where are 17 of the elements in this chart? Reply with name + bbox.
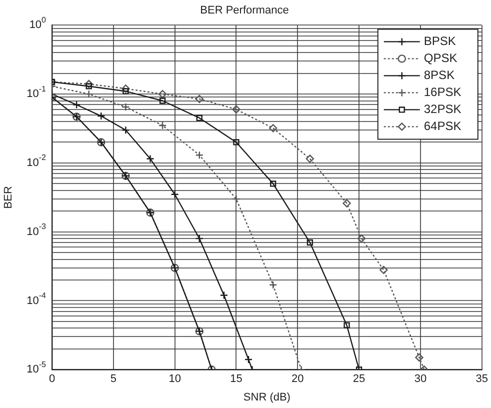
x-tick-label: 0 xyxy=(48,373,56,386)
x-tick-label: 35 xyxy=(476,373,488,386)
legend-label: 16PSK xyxy=(424,85,462,100)
x-tick-label: 20 xyxy=(292,373,304,386)
chart-title: BER Performance xyxy=(200,4,289,17)
y-axis-title: BER xyxy=(2,186,15,209)
x-tick-label: 5 xyxy=(110,373,116,386)
legend-label: 8PSK xyxy=(424,68,455,82)
x-tick-label: 30 xyxy=(414,373,427,386)
legend-label: BPSK xyxy=(424,34,456,48)
x-tick-label: 25 xyxy=(352,373,366,386)
legend-label: 32PSK xyxy=(424,102,462,116)
x-tick-label: 15 xyxy=(230,373,242,386)
legend-label: 64PSK xyxy=(424,119,462,134)
legend-label: QPSK xyxy=(424,51,458,66)
x-axis-title: SNR (dB) xyxy=(243,391,290,404)
x-tick-label: 10 xyxy=(168,373,181,386)
